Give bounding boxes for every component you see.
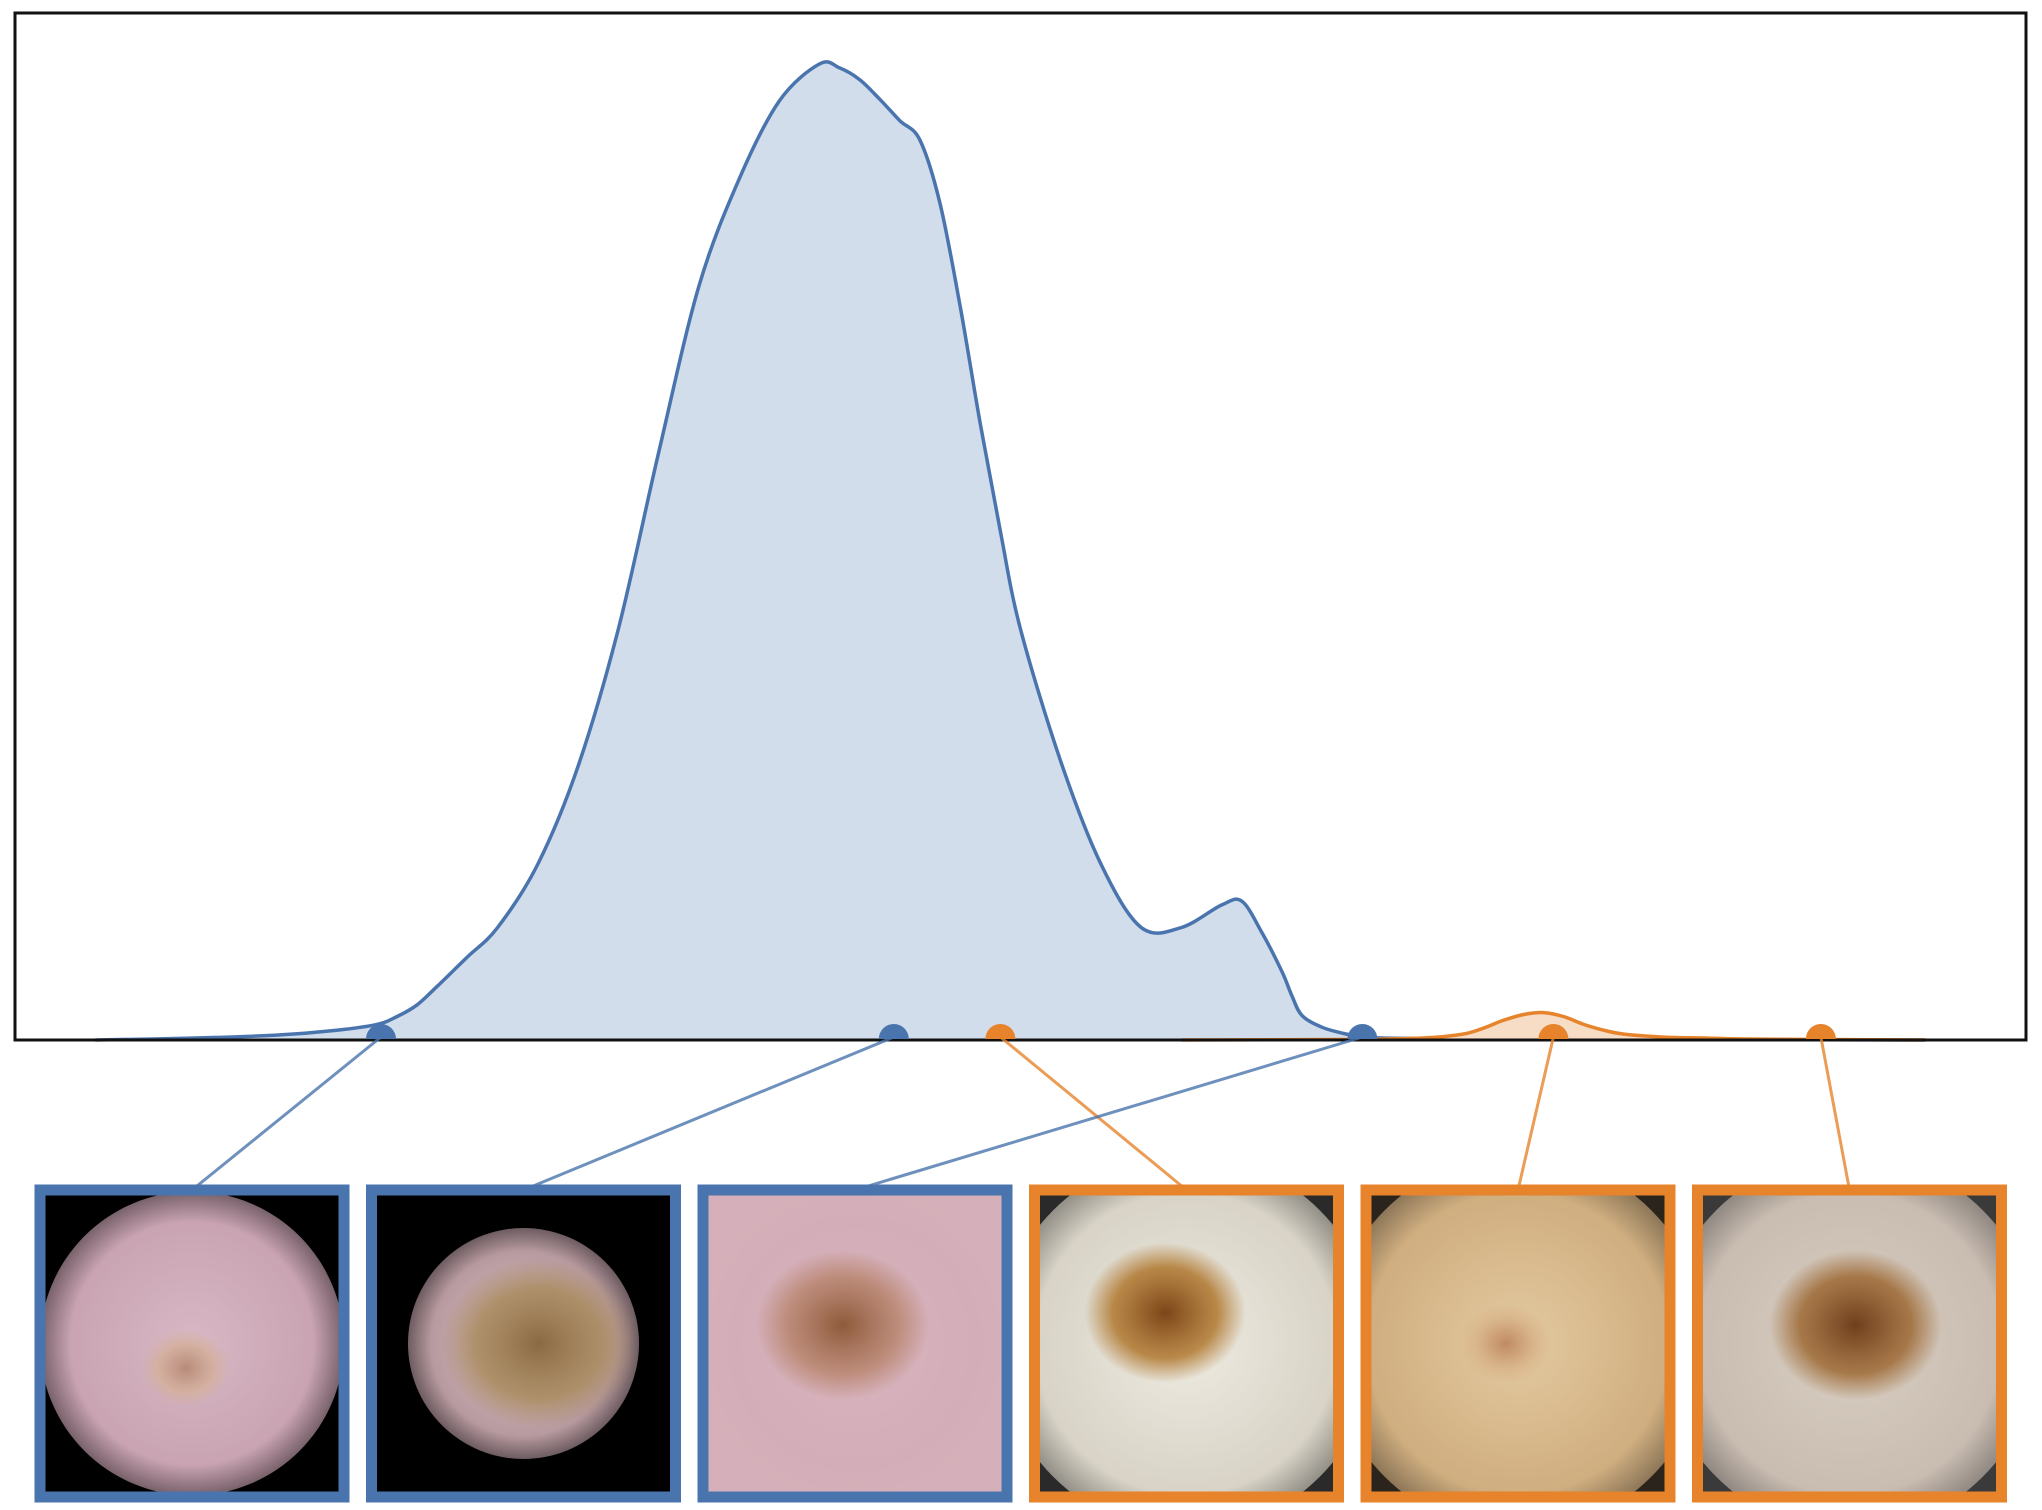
connector-line <box>522 1035 895 1192</box>
sample-marker[interactable] <box>985 1024 1016 1039</box>
sample-marker[interactable] <box>878 1024 909 1039</box>
sample-marker[interactable] <box>1538 1024 1569 1039</box>
thumbnail-border <box>34 1184 350 1503</box>
density-curves <box>95 60 1926 1042</box>
thumbnail-border <box>366 1184 681 1503</box>
sample-marker[interactable] <box>366 1024 397 1039</box>
thumbnail-border <box>1692 1184 2007 1503</box>
sample-marker[interactable] <box>1805 1024 1836 1039</box>
sample-markers <box>366 1024 1836 1039</box>
connector-lines <box>191 1035 1851 1192</box>
thumbnail-border <box>1360 1184 1676 1503</box>
sample-marker[interactable] <box>1347 1024 1378 1039</box>
dermoscopy-lesion-image[interactable] <box>34 1184 350 1503</box>
plot-frame <box>13 11 2028 1042</box>
density-area-0 <box>95 61 1926 1040</box>
dermoscopy-lesion-image[interactable] <box>1661 1155 2038 1510</box>
dermoscopy-lesion-image[interactable] <box>366 1184 681 1503</box>
connector-line <box>1819 1036 1851 1191</box>
thumbnail-border <box>1029 1184 1344 1503</box>
dermoscopy-lesion-image[interactable] <box>697 1184 1013 1503</box>
connector-line <box>191 1035 382 1192</box>
connector-line <box>1516 1036 1555 1191</box>
connector-line <box>999 1035 1188 1192</box>
thumbnail-border <box>697 1184 1013 1503</box>
dermoscopy-lesion-image[interactable] <box>1330 1155 1707 1510</box>
lesion-thumbnails <box>34 1155 2038 1510</box>
dermoscopy-lesion-image[interactable] <box>998 1155 1375 1510</box>
connector-line <box>854 1035 1363 1192</box>
